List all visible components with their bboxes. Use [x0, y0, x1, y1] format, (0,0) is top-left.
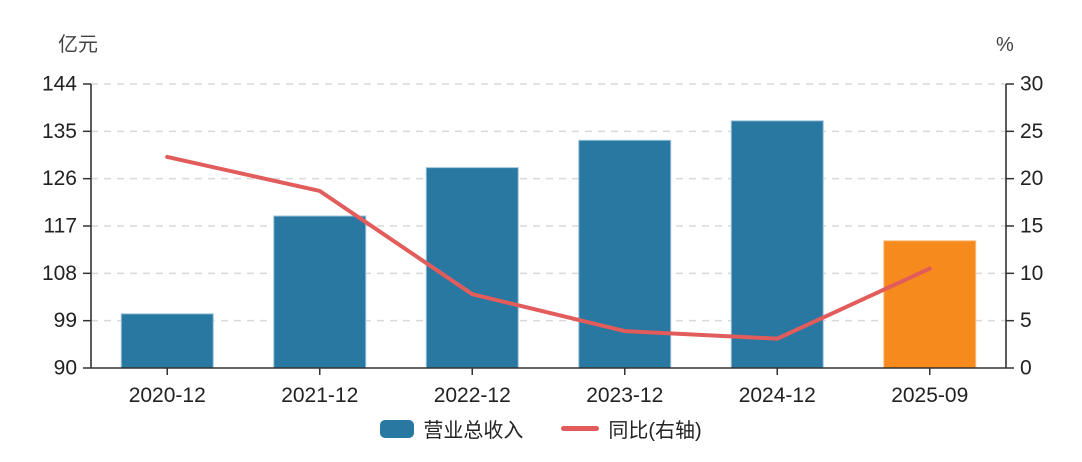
x-axis-tick-label: 2022-12: [434, 384, 511, 407]
left-axis-tick-label: 144: [42, 73, 77, 96]
right-axis-tick-label: 10: [1020, 262, 1043, 285]
left-axis-tick-label: 90: [54, 357, 77, 380]
x-axis-tick-label: 2021-12: [281, 384, 358, 407]
legend-label-revenue: 营业总收入: [423, 420, 524, 442]
right-axis-unit-label: %: [996, 34, 1014, 56]
x-axis-tick-label: 2024-12: [739, 384, 816, 407]
bar-2020-12: [120, 313, 214, 369]
right-axis-tick-label: 20: [1020, 167, 1043, 190]
x-axis-tick-label: 2020-12: [129, 384, 206, 407]
right-axis-tick-label: 15: [1020, 215, 1043, 238]
right-axis-tick-label: 25: [1020, 120, 1043, 143]
left-axis-tick-label: 99: [54, 309, 77, 332]
x-axis-tick-label: 2025-09: [891, 384, 968, 407]
left-axis-tick-label: 135: [42, 120, 77, 143]
right-axis-tick-label: 0: [1020, 357, 1032, 380]
left-axis-tick-label: 108: [42, 262, 77, 285]
x-axis-tick-label: 2023-12: [586, 384, 663, 407]
right-axis-tick-label: 30: [1020, 73, 1043, 96]
left-axis-tick-label: 126: [42, 167, 77, 190]
bar-2024-12: [730, 120, 824, 369]
line-series-swatch-icon: [561, 426, 600, 431]
left-axis-unit-label: 亿元: [58, 34, 98, 56]
bar-2022-12: [425, 167, 519, 369]
legend-item-yoy[interactable]: 同比(右轴): [561, 414, 702, 443]
bar-series-swatch-icon: [380, 419, 415, 438]
legend: 营业总收入 同比(右轴): [0, 414, 1082, 443]
legend-label-yoy: 同比(右轴): [608, 420, 702, 442]
legend-item-revenue[interactable]: 营业总收入: [380, 414, 523, 443]
yoy-line: [165, 154, 932, 341]
bar-2021-12: [273, 215, 367, 369]
bar-2025-09: [883, 240, 977, 369]
left-axis-tick-label: 117: [44, 215, 77, 238]
right-axis-tick-label: 5: [1020, 309, 1032, 332]
